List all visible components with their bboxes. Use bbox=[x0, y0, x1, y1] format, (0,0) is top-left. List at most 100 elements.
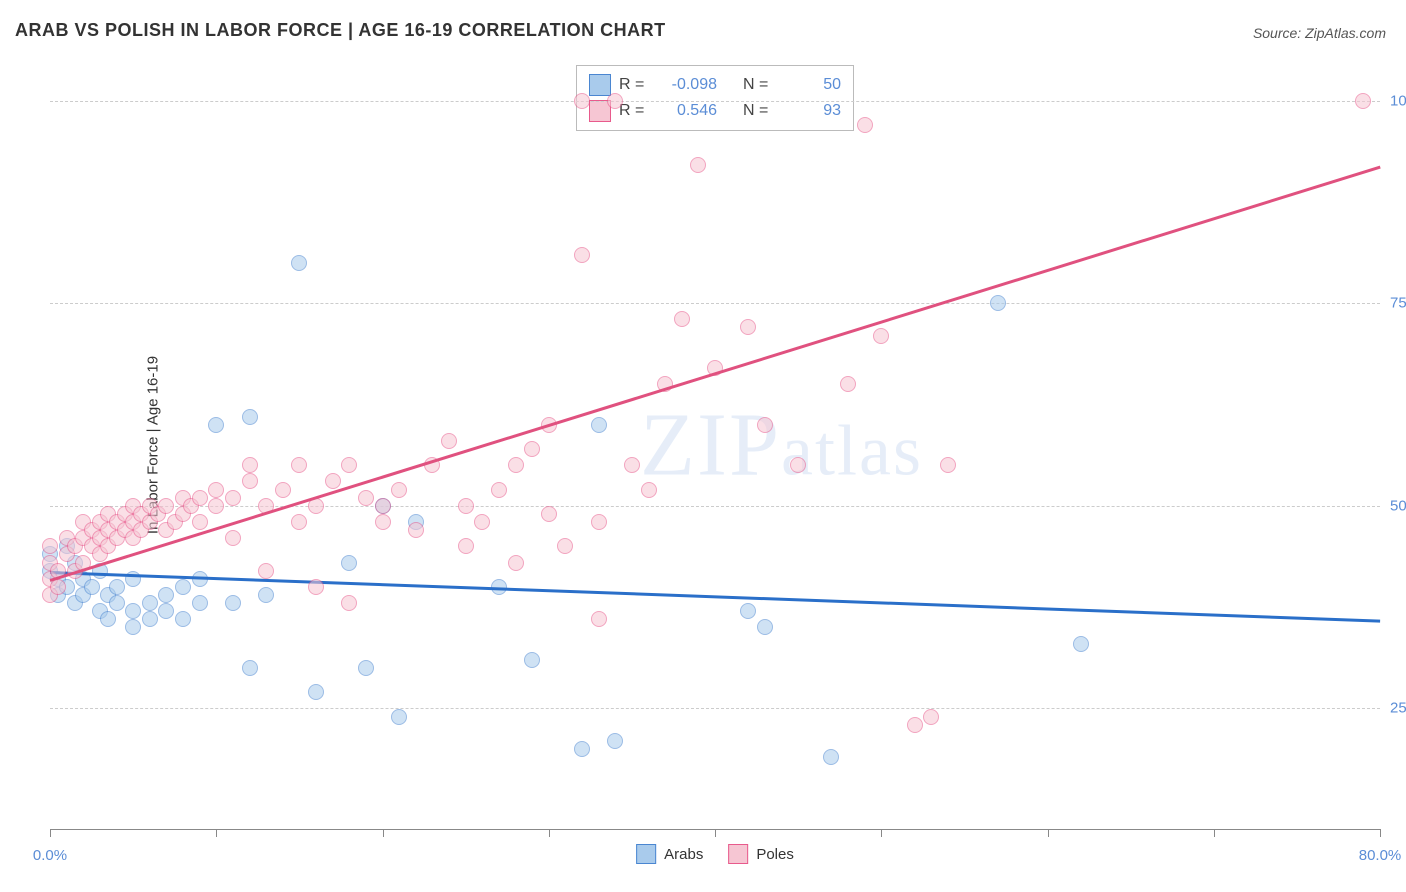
scatter-point bbox=[391, 709, 407, 725]
scatter-point bbox=[358, 660, 374, 676]
x-tick-label: 0.0% bbox=[33, 847, 67, 864]
watermark: ZIPatlas bbox=[640, 393, 923, 496]
scatter-point bbox=[341, 555, 357, 571]
legend-r-value: 0.546 bbox=[657, 102, 717, 120]
plot-area: In Labor Force | Age 16-19 ZIPatlas R =-… bbox=[50, 60, 1380, 830]
x-tick bbox=[216, 829, 217, 837]
legend-item: Arabs bbox=[636, 844, 703, 864]
scatter-point bbox=[840, 376, 856, 392]
scatter-point bbox=[1355, 93, 1371, 109]
scatter-point bbox=[690, 157, 706, 173]
legend-n-label: N = bbox=[743, 76, 773, 94]
scatter-point bbox=[225, 490, 241, 506]
gridline-h bbox=[50, 506, 1380, 507]
scatter-point bbox=[258, 587, 274, 603]
scatter-point bbox=[158, 587, 174, 603]
gridline-h bbox=[50, 101, 1380, 102]
x-tick bbox=[1380, 829, 1381, 837]
scatter-point bbox=[308, 684, 324, 700]
legend-swatch bbox=[636, 844, 656, 864]
scatter-point bbox=[757, 619, 773, 635]
scatter-point bbox=[192, 514, 208, 530]
legend-label: Poles bbox=[756, 846, 794, 863]
scatter-point bbox=[109, 579, 125, 595]
x-tick bbox=[549, 829, 550, 837]
scatter-point bbox=[474, 514, 490, 530]
scatter-point bbox=[508, 457, 524, 473]
scatter-point bbox=[225, 530, 241, 546]
scatter-point bbox=[591, 611, 607, 627]
scatter-point bbox=[142, 611, 158, 627]
legend-row: R =-0.098N =50 bbox=[589, 72, 841, 98]
legend-n-label: N = bbox=[743, 102, 773, 120]
scatter-point bbox=[158, 603, 174, 619]
scatter-point bbox=[757, 417, 773, 433]
source-attribution: Source: ZipAtlas.com bbox=[1253, 25, 1386, 41]
x-tick bbox=[383, 829, 384, 837]
legend-r-label: R = bbox=[619, 76, 649, 94]
trend-line bbox=[50, 571, 1380, 623]
scatter-point bbox=[574, 247, 590, 263]
x-tick-label: 80.0% bbox=[1359, 847, 1402, 864]
scatter-point bbox=[158, 498, 174, 514]
scatter-point bbox=[591, 417, 607, 433]
scatter-point bbox=[524, 441, 540, 457]
legend-swatch bbox=[728, 844, 748, 864]
scatter-point bbox=[940, 457, 956, 473]
chart-title: ARAB VS POLISH IN LABOR FORCE | AGE 16-1… bbox=[15, 20, 666, 41]
scatter-point bbox=[325, 473, 341, 489]
y-tick-label: 50.0% bbox=[1390, 497, 1406, 514]
legend-item: Poles bbox=[728, 844, 794, 864]
scatter-point bbox=[574, 741, 590, 757]
scatter-point bbox=[375, 514, 391, 530]
scatter-point bbox=[109, 595, 125, 611]
scatter-point bbox=[990, 295, 1006, 311]
scatter-point bbox=[225, 595, 241, 611]
y-tick-label: 25.0% bbox=[1390, 700, 1406, 717]
x-tick bbox=[715, 829, 716, 837]
y-tick-label: 100.0% bbox=[1390, 92, 1406, 109]
scatter-point bbox=[358, 490, 374, 506]
scatter-point bbox=[175, 579, 191, 595]
scatter-point bbox=[242, 660, 258, 676]
scatter-point bbox=[508, 555, 524, 571]
scatter-point bbox=[740, 603, 756, 619]
scatter-point bbox=[541, 506, 557, 522]
legend-r-label: R = bbox=[619, 102, 649, 120]
scatter-point bbox=[208, 482, 224, 498]
scatter-point bbox=[391, 482, 407, 498]
scatter-point bbox=[242, 473, 258, 489]
trend-line bbox=[50, 165, 1381, 581]
scatter-point bbox=[125, 603, 141, 619]
scatter-point bbox=[192, 490, 208, 506]
x-tick bbox=[1048, 829, 1049, 837]
scatter-point bbox=[100, 611, 116, 627]
scatter-point bbox=[291, 457, 307, 473]
x-tick bbox=[1214, 829, 1215, 837]
scatter-point bbox=[341, 595, 357, 611]
scatter-point bbox=[142, 595, 158, 611]
x-tick bbox=[881, 829, 882, 837]
scatter-point bbox=[258, 563, 274, 579]
gridline-h bbox=[50, 708, 1380, 709]
scatter-point bbox=[375, 498, 391, 514]
scatter-point bbox=[607, 93, 623, 109]
scatter-point bbox=[923, 709, 939, 725]
scatter-point bbox=[823, 749, 839, 765]
scatter-point bbox=[208, 417, 224, 433]
scatter-point bbox=[308, 579, 324, 595]
scatter-point bbox=[242, 457, 258, 473]
scatter-point bbox=[790, 457, 806, 473]
scatter-point bbox=[208, 498, 224, 514]
chart-container: ARAB VS POLISH IN LABOR FORCE | AGE 16-1… bbox=[0, 0, 1406, 892]
scatter-point bbox=[491, 482, 507, 498]
series-legend: Arabs Poles bbox=[636, 844, 794, 864]
legend-n-value: 93 bbox=[781, 102, 841, 120]
scatter-point bbox=[524, 652, 540, 668]
legend-label: Arabs bbox=[664, 846, 703, 863]
scatter-point bbox=[42, 538, 58, 554]
scatter-point bbox=[275, 482, 291, 498]
scatter-point bbox=[458, 538, 474, 554]
scatter-point bbox=[408, 522, 424, 538]
scatter-point bbox=[175, 611, 191, 627]
